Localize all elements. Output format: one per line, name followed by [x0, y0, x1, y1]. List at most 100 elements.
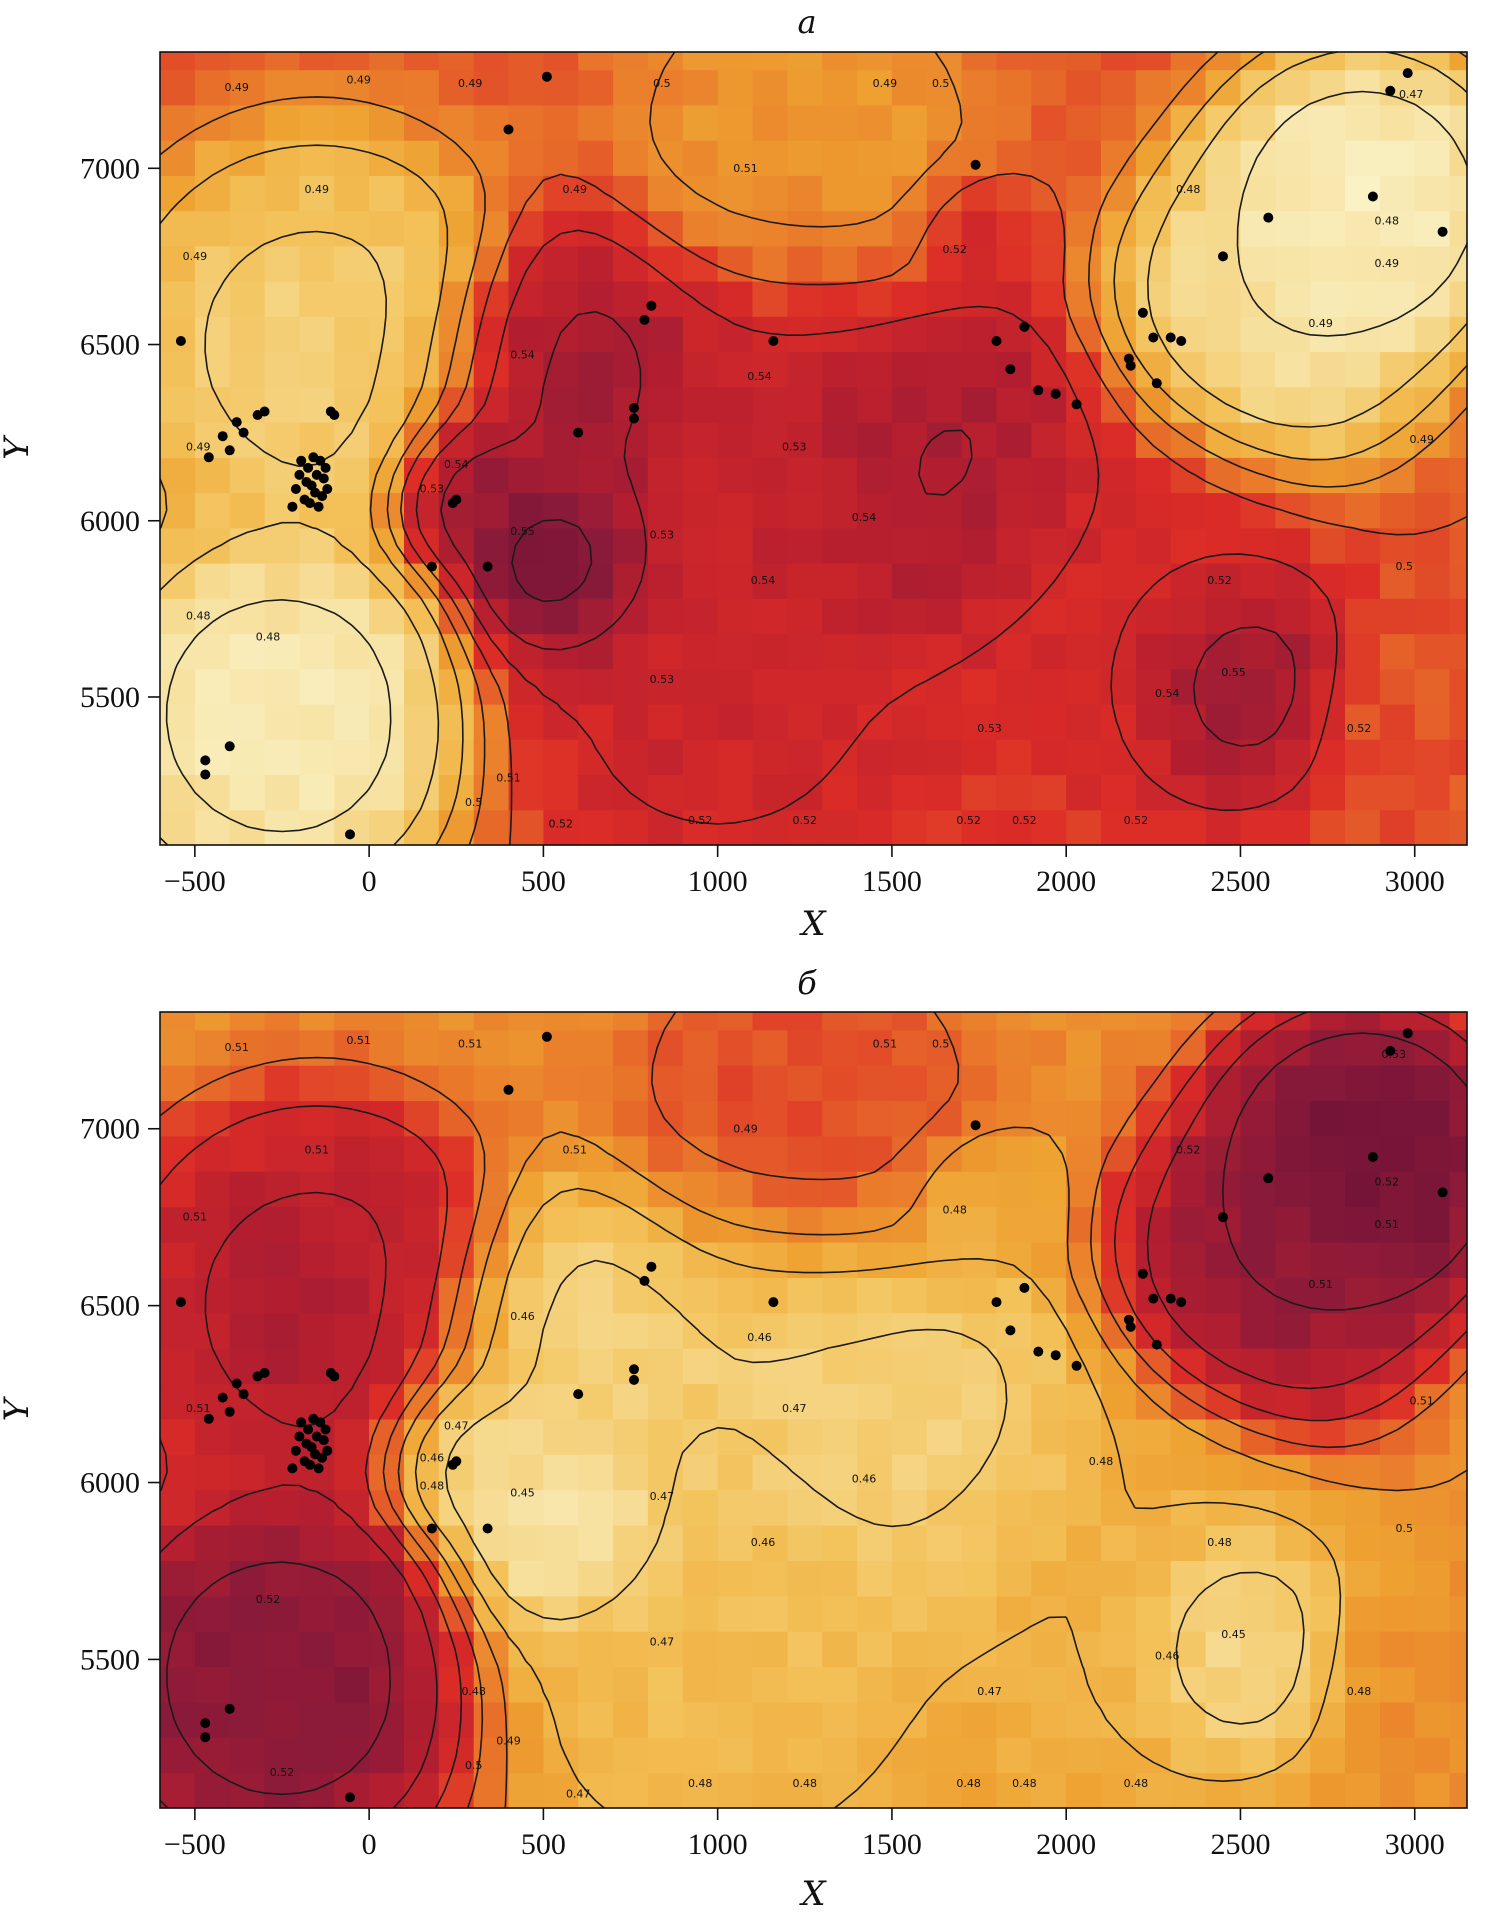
heatmap-cell — [682, 457, 719, 494]
heatmap-cell — [787, 69, 823, 106]
contour-label: 0.49 — [496, 1734, 521, 1747]
heatmap-cell — [1066, 1242, 1102, 1278]
contour-lines-a — [159, 51, 1468, 846]
heatmap-cell — [543, 809, 579, 846]
heatmap-cell — [1031, 527, 1067, 564]
x-tick-label: 3000 — [1385, 1828, 1445, 1861]
heatmap-cell — [1275, 175, 1311, 212]
heatmap-cell — [926, 351, 963, 388]
contour-label: 0.53 — [650, 528, 675, 541]
heatmap-cell — [578, 1065, 614, 1102]
heatmap-cell — [194, 69, 231, 106]
heatmap-cell — [369, 1595, 405, 1632]
heatmap-cell — [1066, 1206, 1102, 1243]
heatmap-cell — [194, 633, 231, 670]
heatmap-cell — [160, 1489, 196, 1526]
heatmap-cell — [1414, 1560, 1451, 1597]
heatmap-cell — [1345, 1489, 1381, 1526]
heatmap-cell — [1066, 739, 1102, 776]
contour-label: 0.48 — [461, 1685, 486, 1698]
heatmap-cell — [264, 245, 301, 282]
heatmap-cell — [543, 104, 579, 141]
heatmap-cell — [682, 1383, 719, 1420]
heatmap-cell — [857, 316, 893, 353]
sample-point — [629, 403, 639, 413]
heatmap-cell — [613, 1383, 649, 1420]
heatmap-cell — [1135, 668, 1172, 705]
heatmap-cell — [822, 386, 858, 423]
heatmap-cell — [857, 1171, 893, 1208]
contour-label: 0.48 — [956, 1777, 981, 1790]
sample-point — [541, 1031, 552, 1042]
heatmap-cell — [1275, 809, 1311, 846]
heatmap-cell — [194, 1312, 231, 1349]
sample-point — [1367, 191, 1378, 202]
heatmap-cell — [647, 1701, 684, 1738]
heatmap-cell — [613, 739, 649, 776]
heatmap-cell — [508, 1383, 544, 1420]
heatmap-cell — [1310, 210, 1346, 247]
heatmap-cell — [857, 175, 893, 212]
heatmap-cell — [299, 1631, 335, 1668]
heatmap-cell — [334, 1560, 370, 1597]
sample-point — [345, 1792, 355, 1803]
heatmap-cell — [1310, 527, 1346, 564]
heatmap-cell — [543, 1206, 579, 1243]
heatmap-cell — [1414, 140, 1451, 176]
heatmap-cell — [1240, 351, 1276, 388]
heatmap-cell — [543, 1666, 579, 1703]
contour-line — [159, 1011, 1468, 1809]
heatmap-cell — [1414, 774, 1451, 811]
heatmap-cell — [508, 104, 544, 141]
heatmap-cell — [404, 1012, 440, 1031]
sample-point — [304, 1459, 315, 1470]
heatmap-cell — [717, 1348, 754, 1385]
heatmap-cell — [787, 668, 823, 705]
heatmap-cell — [961, 1277, 998, 1314]
contour-label: 0.51 — [183, 1211, 208, 1224]
heatmap-cell — [1205, 245, 1242, 282]
heatmap-cell — [1345, 104, 1381, 141]
heatmap-cell — [1379, 809, 1416, 846]
heatmap-cell — [717, 104, 754, 141]
heatmap-cell — [1101, 1029, 1137, 1066]
heatmap-cell — [822, 1100, 858, 1137]
heatmap-cell — [613, 1135, 649, 1172]
heatmap-cell — [996, 598, 1032, 635]
heatmap-cell — [438, 1525, 475, 1561]
heatmap-cell — [996, 1277, 1032, 1314]
heatmap-cell — [682, 1065, 719, 1102]
heatmap-cell — [996, 739, 1032, 776]
heatmap-cell — [1449, 1242, 1468, 1278]
heatmap-cell — [926, 1065, 963, 1102]
heatmap-cell — [1031, 1135, 1067, 1172]
heatmap-cell — [857, 1737, 893, 1774]
heatmap-cell — [1414, 1065, 1451, 1102]
heatmap-cell — [194, 668, 231, 705]
heatmap-cell — [438, 351, 475, 388]
heatmap-cell — [822, 245, 858, 282]
heatmap-cell — [682, 1100, 719, 1137]
heatmap-cell — [1170, 1525, 1207, 1561]
heatmap-cell — [1101, 52, 1137, 71]
heatmap-cell — [822, 316, 858, 353]
heatmap-cell — [1345, 1525, 1381, 1561]
contour-label: 0.48 — [688, 1777, 713, 1790]
heatmap-cell — [194, 1525, 231, 1561]
sample-point — [200, 1732, 211, 1743]
heatmap-cell — [1345, 210, 1381, 247]
heatmap-cell — [717, 563, 754, 599]
heatmap-cell — [1345, 1029, 1381, 1066]
heatmap-cell — [857, 563, 893, 599]
heatmap-grid-b — [160, 1012, 1468, 1809]
heatmap-cell — [369, 52, 405, 71]
heatmap-cell — [1135, 1206, 1172, 1243]
heatmap-cell — [1135, 809, 1172, 846]
sample-point — [629, 1374, 639, 1385]
heatmap-cell — [1066, 1348, 1102, 1385]
heatmap-cell — [1205, 1242, 1242, 1278]
contour-label: 0.53 — [420, 483, 445, 496]
x-tick-label: 2500 — [1210, 1828, 1270, 1861]
sample-point — [313, 1463, 324, 1474]
heatmap-cell — [1031, 668, 1067, 705]
